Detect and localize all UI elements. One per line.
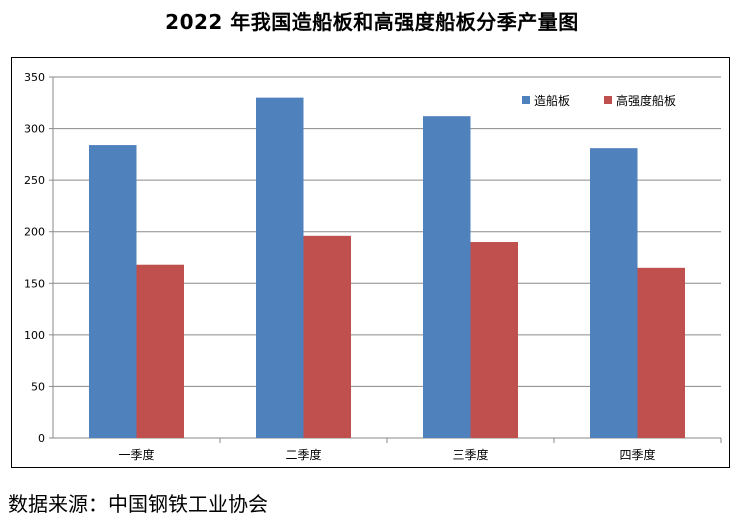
legend-label: 高强度船板 — [616, 93, 676, 108]
x-tick-label: 一季度 — [118, 447, 154, 462]
bar-high-strength-plate — [303, 235, 351, 438]
legend-swatch — [522, 96, 530, 104]
legend-swatch — [604, 96, 612, 104]
x-tick-label: 三季度 — [452, 447, 488, 462]
y-tick-label: 350 — [24, 71, 45, 84]
bar-high-strength-plate — [637, 267, 685, 438]
legend-label: 造船板 — [534, 94, 570, 108]
bar-chart: 0 50 100 150 200 250 300 350 一季度 二季度 三季度 四季度 造船板 高强度船… — [24, 71, 722, 462]
y-tick-label: 150 — [24, 277, 45, 290]
y-tick-label: 200 — [24, 226, 45, 239]
x-tick-label: 二季度 — [285, 447, 321, 462]
chart-title: 2022 年我国造船板和高强度船板分季产量图 — [165, 10, 579, 34]
y-tick-label: 100 — [24, 329, 45, 342]
y-tick-label: 300 — [24, 123, 45, 136]
data-source: 数据来源：中国钢铁工业协会 — [8, 492, 268, 516]
y-tick-label: 250 — [24, 174, 45, 187]
x-tick-label: 四季度 — [619, 447, 655, 462]
bar-high-strength-plate — [136, 264, 184, 438]
bar-shipbuilding-plate — [89, 145, 137, 438]
bar-shipbuilding-plate — [256, 97, 304, 438]
y-tick-label: 0 — [38, 432, 45, 445]
bar-high-strength-plate — [470, 242, 518, 438]
bar-shipbuilding-plate — [590, 148, 638, 438]
chart-frame: 0 50 100 150 200 250 300 350 一季度 二季度 三季度 四季度 造船板 高强度船… — [11, 57, 730, 468]
y-tick-label: 50 — [31, 380, 45, 393]
bar-shipbuilding-plate — [423, 116, 471, 439]
